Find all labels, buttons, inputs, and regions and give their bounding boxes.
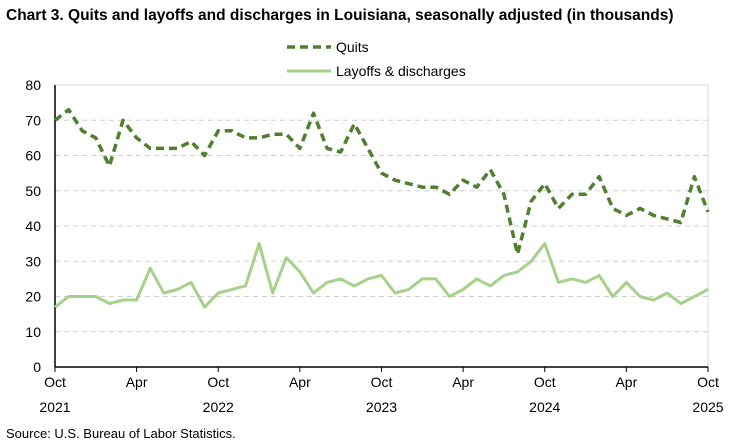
x-tick-label: Oct	[44, 374, 66, 390]
y-tick-label: 20	[25, 289, 41, 305]
series-line-layoffs-discharges	[54, 242, 709, 309]
source-note: Source: U.S. Bureau of Labor Statistics.	[6, 426, 236, 441]
y-tick-label: 40	[25, 218, 41, 234]
x-tick-label: Oct	[371, 374, 393, 390]
x-tick-year-label: 2024	[529, 399, 560, 415]
x-tick-year-label: 2023	[366, 399, 397, 415]
y-tick-label: 60	[25, 148, 41, 164]
chart-title: Chart 3. Quits and layoffs and discharge…	[6, 7, 674, 24]
legend-label: Quits	[336, 39, 369, 55]
y-tick-label: 80	[25, 77, 41, 93]
x-tick-year-label: 2022	[203, 399, 234, 415]
x-tick-label: Apr	[126, 374, 148, 390]
y-tick-label: 30	[25, 253, 41, 269]
series-line-quits	[53, 107, 710, 256]
x-tick-year-label: 2025	[692, 399, 723, 415]
x-tick-label: Oct	[207, 374, 229, 390]
y-tick-label: 10	[25, 324, 41, 340]
x-tick-label: Oct	[697, 374, 719, 390]
y-tick-label: 70	[25, 112, 41, 128]
x-tick-year-label: 2021	[39, 399, 70, 415]
x-tick-label: Oct	[534, 374, 556, 390]
x-tick-label: Apr	[615, 374, 637, 390]
y-tick-label: 0	[33, 359, 41, 375]
x-tick-label: Apr	[452, 374, 474, 390]
y-tick-label: 50	[25, 183, 41, 199]
legend-label: Layoffs & discharges	[336, 63, 466, 79]
x-tick-label: Apr	[289, 374, 311, 390]
